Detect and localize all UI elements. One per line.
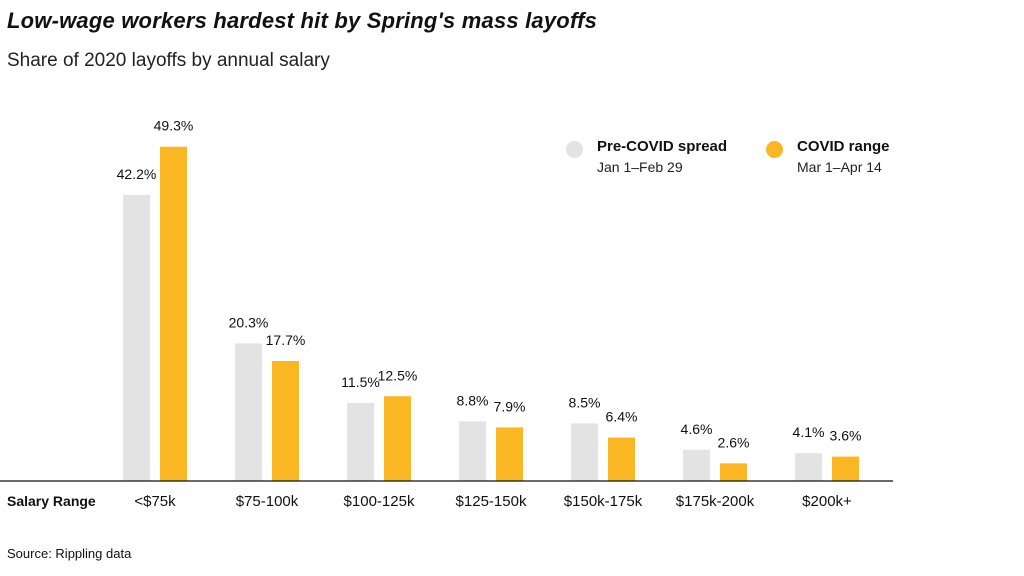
value-label-pre-covid-3: 8.8% — [457, 392, 489, 408]
bar-pre-covid-0 — [123, 194, 150, 481]
legend-label-pre-covid: Pre-COVID spread — [597, 138, 728, 155]
source-note: Source: Rippling data — [7, 546, 132, 561]
value-label-covid-2: 12.5% — [378, 367, 418, 383]
bar-pre-covid-3 — [459, 421, 486, 481]
bar-pre-covid-5 — [683, 449, 710, 481]
x-tick-label-6: $200k+ — [802, 493, 852, 510]
value-labels-group: 42.2% 49.3% 20.3% 17.7% 11.5%12.5% 8.8% 7.9% 8.… — [117, 118, 862, 451]
x-tick-label-0: <$75k — [134, 493, 176, 510]
bar-pre-covid-6 — [795, 453, 822, 481]
value-label-pre-covid-2: 11.5% — [341, 374, 380, 390]
value-label-covid-6: 3.6% — [830, 428, 862, 444]
bar-covid-5 — [720, 463, 747, 481]
x-tick-label-1: $75-100k — [236, 493, 299, 510]
x-tick-label-3: $125-150k — [456, 493, 527, 510]
x-tick-label-5: $175k-200k — [676, 493, 755, 510]
legend-date-range-covid: Mar 1–Apr 14 — [797, 159, 882, 175]
value-label-pre-covid-6: 4.1% — [793, 424, 825, 440]
legend-label-covid: COVID range — [797, 138, 890, 155]
value-label-pre-covid-4: 8.5% — [569, 394, 601, 410]
chart-subtitle: Share of 2020 layoffs by annual salary — [7, 50, 330, 71]
bar-covid-4 — [608, 437, 635, 481]
value-label-pre-covid-1: 20.3% — [229, 314, 269, 330]
x-tick-labels-group: <$75k $75-100k $100-125k $125-150k $150k-175… — [134, 493, 852, 510]
x-tick-label-2: $100-125k — [344, 493, 415, 510]
value-label-pre-covid-5: 4.6% — [681, 421, 713, 437]
value-label-covid-0: 49.3% — [154, 118, 194, 134]
legend-date-range-pre-covid: Jan 1–Feb 29 — [597, 159, 683, 175]
bar-covid-3 — [496, 427, 523, 481]
bar-covid-2 — [384, 396, 411, 481]
x-axis-label: Salary Range — [7, 493, 96, 509]
value-label-covid-4: 6.4% — [606, 409, 638, 425]
bar-covid-0 — [160, 146, 187, 481]
chart-title: Low-wage workers hardest hit by Spring's… — [7, 8, 598, 33]
legend-swatch-pre-covid — [566, 141, 583, 158]
x-tick-label-4: $150k-175k — [564, 493, 643, 510]
bars-group — [123, 146, 859, 481]
bar-pre-covid-1 — [235, 343, 262, 481]
bar-pre-covid-4 — [571, 423, 598, 481]
value-label-covid-3: 7.9% — [494, 398, 526, 414]
value-label-covid-5: 2.6% — [718, 434, 750, 450]
value-label-covid-1: 17.7% — [266, 332, 306, 348]
legend-swatch-covid — [766, 141, 783, 158]
bar-covid-1 — [272, 360, 299, 481]
bar-pre-covid-2 — [347, 403, 374, 481]
value-label-pre-covid-0: 42.2% — [117, 166, 157, 182]
bar-covid-6 — [832, 456, 859, 481]
